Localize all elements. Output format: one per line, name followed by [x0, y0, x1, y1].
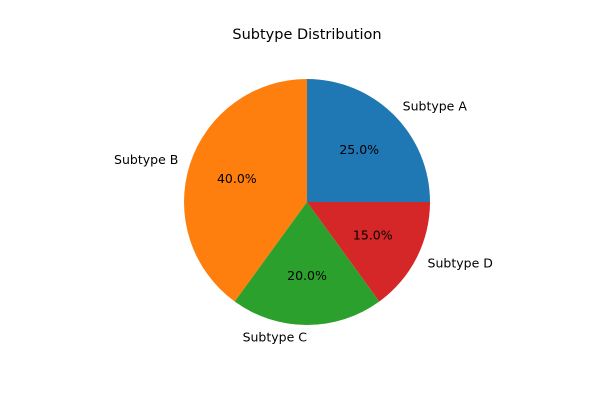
pie-slices	[183, 79, 430, 325]
chart-title: Subtype Distribution	[232, 27, 381, 43]
slice-label-subtype-d: Subtype D	[428, 255, 493, 270]
percent-label-subtype-d: 15.0%	[353, 228, 393, 243]
pie-slice-subtype-a	[307, 79, 430, 202]
pie-slice-subtype-d	[307, 202, 430, 302]
slice-label-subtype-b: Subtype B	[114, 152, 178, 167]
slice-label-subtype-c: Subtype C	[243, 329, 308, 344]
pie-slice-subtype-c	[234, 202, 380, 325]
percent-label-subtype-c: 20.0%	[287, 268, 327, 283]
pie-slice-subtype-b	[183, 79, 307, 302]
slice-label-subtype-a: Subtype A	[403, 98, 468, 113]
percent-label-subtype-b: 40.0%	[217, 171, 257, 186]
percent-label-subtype-a: 25.0%	[339, 142, 379, 157]
pie-labels: Subtype A 25.0% Subtype B 40.0% Subtype C 20.…	[114, 98, 493, 344]
